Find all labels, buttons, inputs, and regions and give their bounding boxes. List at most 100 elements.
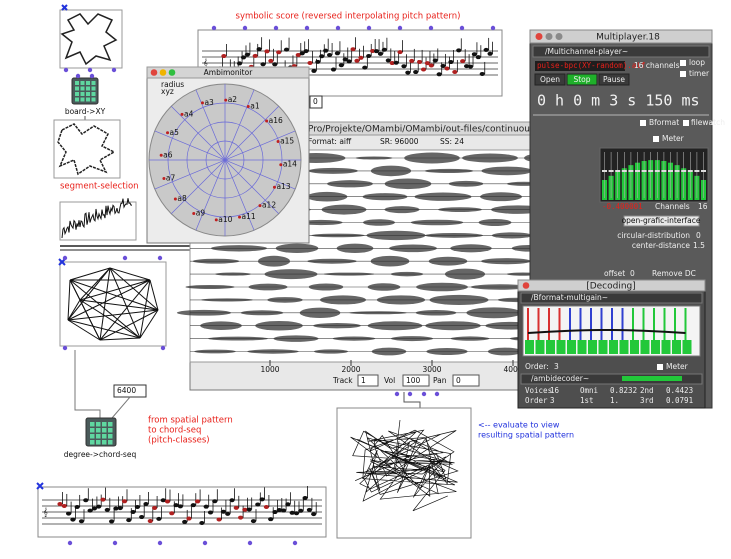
waveform-blob [367, 321, 423, 331]
checkbox-label: filewatch [691, 118, 725, 127]
note [289, 510, 295, 515]
icon-cell [86, 81, 90, 85]
waveform-blob [438, 207, 482, 212]
gui-button[interactable] [623, 215, 700, 227]
note [452, 69, 458, 74]
inlet [62, 255, 68, 261]
waveform-blob [384, 206, 420, 214]
speaker [192, 211, 196, 215]
window-button [522, 282, 530, 289]
speaker-label: a6 [163, 150, 173, 159]
note [467, 64, 474, 69]
waveform-blob [450, 336, 490, 341]
button-label[interactable]: Pause [603, 75, 625, 84]
icon-cell [80, 97, 85, 102]
waveform-blob [307, 258, 357, 264]
icon-cell [75, 92, 79, 96]
note [160, 498, 166, 503]
checkbox [640, 120, 646, 126]
note [424, 61, 431, 66]
waveform-blob [257, 255, 291, 267]
fader-knob [701, 170, 706, 172]
level-bar [609, 340, 618, 354]
note [190, 503, 196, 508]
checkbox [680, 71, 686, 77]
button-label[interactable]: Stop [573, 75, 590, 84]
icon-cell [90, 434, 95, 439]
note [220, 509, 226, 514]
graph-edge [67, 279, 151, 321]
fader-knob [668, 170, 673, 172]
transport-button[interactable] [566, 73, 598, 86]
inlet [273, 25, 279, 31]
transport-button[interactable] [534, 73, 566, 86]
inlet [62, 345, 68, 351]
level-bar [535, 340, 545, 354]
label: Order: [525, 362, 549, 371]
speaker-label: a14 [283, 160, 297, 169]
waveform-blob [208, 336, 268, 341]
note [263, 505, 269, 510]
note [298, 508, 304, 513]
inlet [122, 255, 128, 261]
readout: Voices [525, 386, 552, 395]
fader-knob [602, 170, 607, 172]
waveform-blob [362, 193, 408, 201]
waveform-blob [448, 180, 484, 187]
icon-cell [80, 81, 85, 85]
icon-cell [75, 81, 79, 85]
checkbox-label: timer [689, 69, 710, 78]
speaker [214, 218, 218, 222]
waveform-blob [332, 336, 376, 341]
level-bar [640, 340, 650, 354]
checkbox-label: loop [689, 58, 705, 67]
waveform-blob [327, 180, 373, 188]
comment: to chord-seq [148, 426, 201, 436]
inlet [434, 391, 440, 397]
note [330, 67, 337, 72]
inlet [304, 25, 310, 31]
waveform-blob [348, 311, 408, 315]
transport-button[interactable] [598, 73, 630, 86]
icon-cell [96, 440, 101, 445]
note [87, 508, 93, 513]
speaker-label: a2 [228, 95, 238, 104]
graph-edge [67, 279, 71, 321]
bpf-box [59, 201, 137, 241]
note [74, 504, 80, 509]
note [311, 68, 317, 73]
icon-cell [102, 428, 107, 433]
waveform-blob [314, 349, 348, 354]
note [381, 47, 387, 52]
readout: 1st [580, 396, 594, 405]
window-button [555, 33, 563, 40]
note [306, 507, 312, 512]
waveform-blob [240, 310, 284, 316]
note [307, 60, 313, 65]
waveform-blob [215, 272, 251, 276]
note [152, 505, 158, 510]
title-bar [529, 29, 713, 44]
note [456, 48, 462, 53]
fader-knob [635, 170, 640, 172]
note [173, 503, 179, 508]
readout: 2nd [640, 386, 654, 395]
inlet [292, 540, 298, 546]
icon-cell [86, 86, 90, 91]
note [233, 505, 239, 510]
box-label: board->XY [65, 107, 106, 116]
note [212, 499, 218, 504]
note [216, 517, 222, 522]
note [134, 504, 140, 509]
note [83, 498, 89, 503]
icon-cell [91, 81, 96, 85]
patcher-name: /Bformat-multigain~ [531, 293, 608, 302]
window-title: [Decoding] [586, 282, 636, 292]
button-label[interactable]: Open [540, 75, 560, 84]
inlet [459, 25, 465, 31]
readout: 0.0791 [666, 396, 693, 405]
note [244, 52, 250, 57]
patcher-bar [520, 292, 703, 304]
note [464, 64, 470, 69]
note [460, 59, 466, 64]
